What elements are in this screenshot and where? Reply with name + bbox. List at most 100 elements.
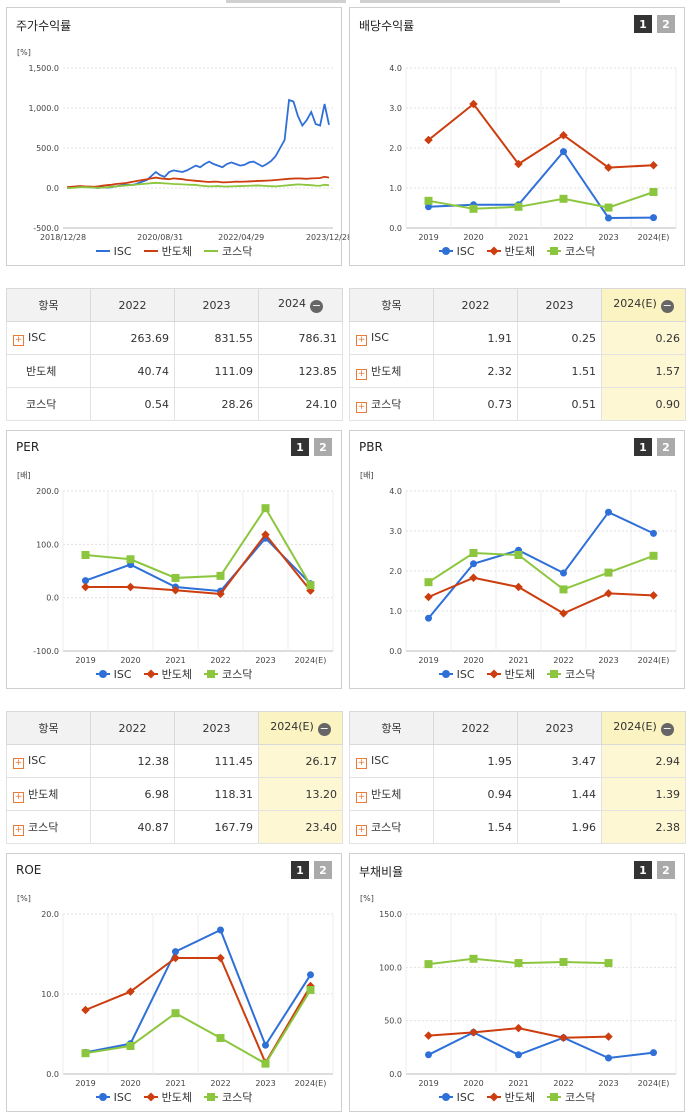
legend-item-semi[interactable]: 반도체 [486, 666, 535, 682]
expand-plus-icon[interactable]: + [13, 757, 24, 769]
page-2-button[interactable]: 2 [657, 438, 675, 456]
expand-plus-icon[interactable]: + [356, 334, 367, 346]
data-point [469, 204, 478, 213]
row-name[interactable]: + 코스닥 [6, 810, 91, 844]
row-name[interactable]: + 코스닥 [349, 387, 434, 421]
collapse-icon[interactable]: − [317, 722, 331, 736]
legend-label: ISC [456, 667, 475, 681]
roe-panel: ROE 1 2 [%] 20.0 10.0 0.0 2019 2020 2021 2022 20… [6, 853, 342, 1112]
data-point [605, 1054, 612, 1062]
table-cell: 12.38 [90, 744, 175, 778]
row-label: 반도체 [28, 787, 59, 801]
page-1-button[interactable]: 1 [634, 861, 652, 879]
expand-plus-icon[interactable]: + [13, 824, 24, 836]
col-header-2022: 2022 [433, 288, 518, 322]
col-header-label: 2024(E) [270, 720, 314, 733]
table-cell: 1.57 [601, 354, 686, 388]
expand-plus-icon[interactable]: + [13, 791, 24, 803]
panel-title: ROE [16, 863, 42, 877]
expand-plus-icon[interactable]: + [13, 334, 24, 346]
page-1-button[interactable]: 1 [634, 15, 652, 33]
row-name[interactable]: + 반도체 [349, 354, 434, 388]
legend-item-isc[interactable]: ISC [95, 666, 132, 682]
legend-label: ISC [113, 1090, 132, 1104]
y-tick-label: 150.0 [379, 910, 402, 919]
series-line [85, 989, 312, 1065]
legend-item-kosdaq[interactable]: 코스닥 [546, 243, 595, 259]
row-name[interactable]: + 반도체 [349, 777, 434, 811]
legend-item-semi[interactable]: 반도체 [143, 243, 192, 259]
row-name[interactable]: + 코스닥 [349, 810, 434, 844]
series-line [85, 928, 312, 1054]
data-point [470, 560, 477, 568]
x-tick-label: 2023 [598, 1079, 618, 1088]
table-cell: 786.31 [258, 321, 343, 355]
table-row: + 반도체 2.32 1.51 1.57 [349, 354, 686, 388]
chart-legend: ISC 반도체 코스닥 [7, 243, 341, 259]
chart-legend: ISC 반도체 코스닥 [350, 243, 684, 259]
table-row: + 반도체 6.98 118.31 13.20 [6, 777, 343, 811]
stock-return-panel: 주가수익률 [%] 1,500.0 1,000.0 500.0 0.0 -500.0 201… [6, 7, 352, 266]
page-1-button[interactable]: 1 [291, 861, 309, 879]
data-point [469, 99, 478, 109]
legend-item-kosdaq[interactable]: 코스닥 [203, 243, 253, 259]
collapse-icon[interactable]: − [310, 299, 323, 313]
expand-plus-icon[interactable]: + [356, 824, 367, 836]
legend-item-isc[interactable]: ISC [438, 1089, 475, 1105]
y-tick-label: 0.0 [46, 184, 59, 193]
table-cell: 1.95 [433, 744, 518, 778]
expand-plus-icon[interactable]: + [356, 757, 367, 769]
panel-title: 배당수익률 [359, 19, 415, 33]
page-2-button[interactable]: 2 [314, 438, 332, 456]
x-tick-label: 2021 [508, 1079, 528, 1088]
legend-item-semi[interactable]: 반도체 [486, 1089, 535, 1105]
x-tick-label: 2020 [120, 656, 140, 665]
line-swatch-icon [143, 247, 158, 255]
data-point [171, 1009, 180, 1018]
row-name[interactable]: + ISC [349, 744, 434, 778]
page-2-button[interactable]: 2 [657, 861, 675, 879]
expand-plus-icon[interactable]: + [356, 791, 367, 803]
legend-item-kosdaq[interactable]: 코스닥 [546, 1089, 595, 1105]
collapse-icon[interactable]: − [660, 299, 674, 313]
expand-plus-icon[interactable]: + [356, 368, 367, 380]
col-header-2023: 2023 [517, 711, 602, 745]
data-point [649, 591, 658, 600]
legend-item-isc[interactable]: ISC [438, 666, 475, 682]
table-cell: 167.79 [174, 810, 259, 844]
table-cell: 6.98 [90, 777, 175, 811]
y-tick-label: -100.0 [33, 647, 59, 656]
row-name[interactable]: + ISC [6, 744, 91, 778]
table-row: + ISC 263.69 831.55 786.31 [6, 321, 343, 355]
legend-label: 코스닥 [221, 245, 253, 258]
legend-item-semi[interactable]: 반도체 [143, 1089, 192, 1105]
legend-item-isc[interactable]: ISC [438, 243, 475, 259]
col-header-label: 2024(E) [613, 297, 657, 310]
row-name[interactable]: + ISC [349, 321, 434, 355]
x-tick-label: 2022 [553, 656, 573, 665]
row-label: ISC [28, 753, 46, 767]
table-cell: 1.44 [517, 777, 602, 811]
legend-item-kosdaq[interactable]: 코스닥 [546, 666, 595, 682]
expand-plus-icon[interactable]: + [356, 401, 367, 413]
series-line [428, 576, 654, 615]
x-tick-label: 2023 [598, 233, 618, 242]
data-point [81, 1005, 90, 1015]
page-1-button[interactable]: 1 [291, 438, 309, 456]
data-point [424, 135, 433, 145]
collapse-icon[interactable]: − [660, 722, 674, 736]
legend-item-isc[interactable]: ISC [95, 243, 132, 259]
table-cell: 2.38 [601, 810, 686, 844]
page-1-button[interactable]: 1 [634, 438, 652, 456]
row-name[interactable]: + 반도체 [6, 777, 91, 811]
legend-item-semi[interactable]: 반도체 [486, 243, 535, 259]
legend-item-semi[interactable]: 반도체 [143, 666, 192, 682]
page-2-button[interactable]: 2 [314, 861, 332, 879]
debt-ratio-panel: 부채비율 1 2 [%] 150.0 100.0 50.0 0.0 2019 2020 202… [349, 853, 685, 1112]
page-2-button[interactable]: 2 [657, 15, 675, 33]
col-header-2024e: 2024(E) − [258, 711, 343, 745]
legend-item-kosdaq[interactable]: 코스닥 [203, 1089, 252, 1105]
row-name[interactable]: + ISC [6, 321, 91, 355]
legend-item-kosdaq[interactable]: 코스닥 [203, 666, 252, 682]
legend-item-isc[interactable]: ISC [95, 1089, 132, 1105]
